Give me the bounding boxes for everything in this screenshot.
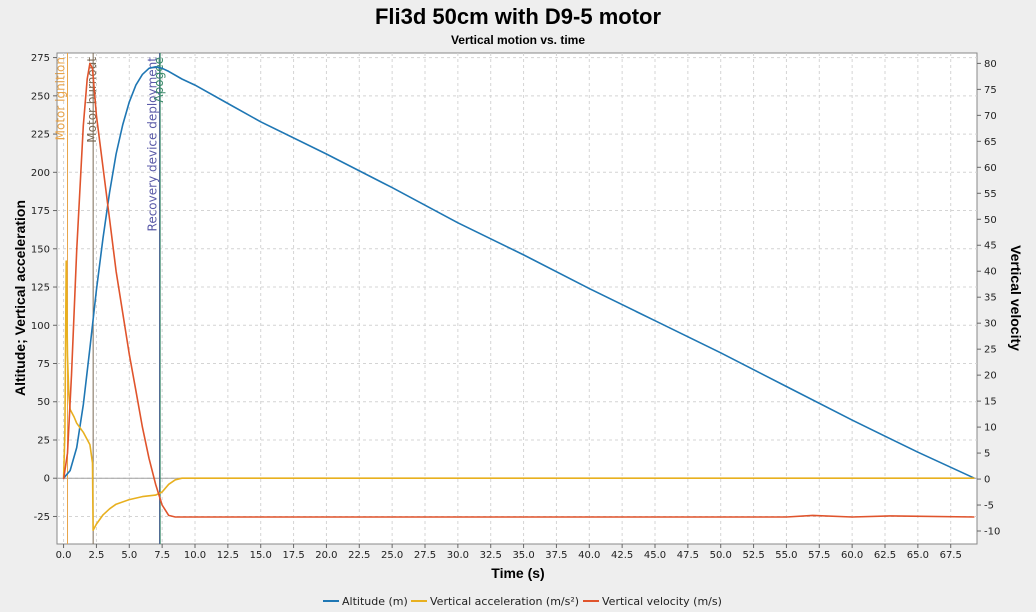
x-tick-label: 12.5 (217, 550, 239, 561)
x-tick-label: 27.5 (414, 550, 436, 561)
x-tick-label: 10.0 (184, 550, 206, 561)
y-left-tick-label: 150 (31, 244, 50, 255)
legend: Altitude (m) Vertical acceleration (m/s²)… (323, 595, 722, 608)
event-label: Motor burnout (85, 57, 99, 143)
x-tick-label: 62.5 (874, 550, 896, 561)
y-left-tick-label: 225 (31, 130, 50, 141)
y-left-axis-label: Altitude; Vertical acceleration (12, 200, 28, 396)
x-tick-label: 17.5 (282, 550, 304, 561)
y-right-axis-label: Vertical velocity (1008, 245, 1024, 351)
x-tick-label: 35.0 (512, 550, 534, 561)
x-tick-label: 50.0 (710, 550, 732, 561)
series-line (62, 66, 975, 479)
y-right-tick-label: -10 (984, 527, 1000, 538)
y-right-tick-label: 25 (984, 345, 997, 356)
x-tick-label: 55.0 (775, 550, 797, 561)
y-right-tick-label: 35 (984, 293, 997, 304)
x-tick-label: 7.5 (154, 550, 170, 561)
y-right-tick-label: 75 (984, 85, 997, 96)
x-tick-label: 20.0 (315, 550, 337, 561)
chart-subtitle: Vertical motion vs. time (451, 33, 585, 47)
x-tick-label: 25.0 (381, 550, 403, 561)
y-left-tick-label: -25 (34, 512, 50, 523)
y-left-tick-label: 175 (31, 206, 50, 217)
y-right-tick-label: 0 (984, 475, 990, 486)
event-label: Motor ignition (54, 57, 68, 140)
chart-title: Fli3d 50cm with D9-5 motor (375, 4, 661, 29)
plot-area (56, 52, 978, 545)
y-right-tick-label: -5 (984, 501, 994, 512)
x-tick-label: 15.0 (250, 550, 272, 561)
x-tick-label: 67.5 (940, 550, 962, 561)
x-tick-label: 30.0 (447, 550, 469, 561)
y-left-tick-label: 0 (44, 474, 50, 485)
series-layer (62, 62, 975, 532)
x-tick-label: 45.0 (644, 550, 666, 561)
y-right-tick-label: 70 (984, 111, 997, 122)
legend-label: Vertical acceleration (m/s²) (430, 595, 579, 608)
y-right-tick-label: 50 (984, 215, 997, 226)
y-right-tick-label: 30 (984, 319, 997, 330)
y-left-tick-label: 275 (31, 53, 50, 64)
y-right-tick-label: 5 (984, 449, 990, 460)
y-left-tick-label: 125 (31, 283, 50, 294)
x-tick-label: 40.0 (578, 550, 600, 561)
x-tick-label: 5.0 (121, 550, 137, 561)
y-right-tick-label: 65 (984, 137, 997, 148)
y-left-tick-label: 75 (37, 359, 50, 370)
x-tick-label: 47.5 (677, 550, 699, 561)
y-right-tick-label: 40 (984, 267, 997, 278)
y-right-tick-label: 80 (984, 59, 997, 70)
x-tick-label: 65.0 (907, 550, 929, 561)
y-right-tick-label: 20 (984, 371, 997, 382)
series-line (62, 62, 975, 518)
y-left-tick-label: 250 (31, 91, 50, 102)
y-right-tick-label: 60 (984, 163, 997, 174)
x-tick-label: 32.5 (480, 550, 502, 561)
y-right-tick-label: 15 (984, 397, 997, 408)
y-left-tick-label: 200 (31, 168, 50, 179)
event-label: Recovery device deployment (146, 57, 160, 232)
x-tick-label: 42.5 (611, 550, 633, 561)
y-left-tick-label: 25 (37, 435, 50, 446)
x-tick-label: 60.0 (841, 550, 863, 561)
x-axis-label: Time (s) (491, 565, 544, 581)
y-right-tick-layer: -10 -5 0 5 10 15 20 25 30 35 40 45 50 55 60 65 70 75 80 (977, 59, 1000, 538)
x-tick-label: 22.5 (348, 550, 370, 561)
y-left-tick-layer: -25 0 25 50 75 100 125 150 175 200 225 250 275 (31, 53, 57, 523)
x-tick-label: 0.0 (56, 550, 72, 561)
x-tick-layer: 0.0 2.5 5.0 7.5 10.0 12.5 15.0 17.5 20.0 22.5 25.0… (56, 544, 962, 561)
y-right-tick-label: 45 (984, 241, 997, 252)
x-tick-label: 57.5 (808, 550, 830, 561)
y-right-tick-label: 55 (984, 189, 997, 200)
y-right-tick-label: 10 (984, 423, 997, 434)
event-label: Apogee (152, 57, 166, 103)
x-tick-label: 2.5 (88, 550, 104, 561)
y-left-tick-label: 50 (37, 397, 50, 408)
x-tick-label: 37.5 (545, 550, 567, 561)
x-tick-label: 52.5 (742, 550, 764, 561)
legend-label: Altitude (m) (342, 595, 408, 608)
legend-label: Vertical velocity (m/s) (602, 595, 722, 608)
series-line (62, 260, 975, 532)
y-left-tick-label: 100 (31, 321, 50, 332)
